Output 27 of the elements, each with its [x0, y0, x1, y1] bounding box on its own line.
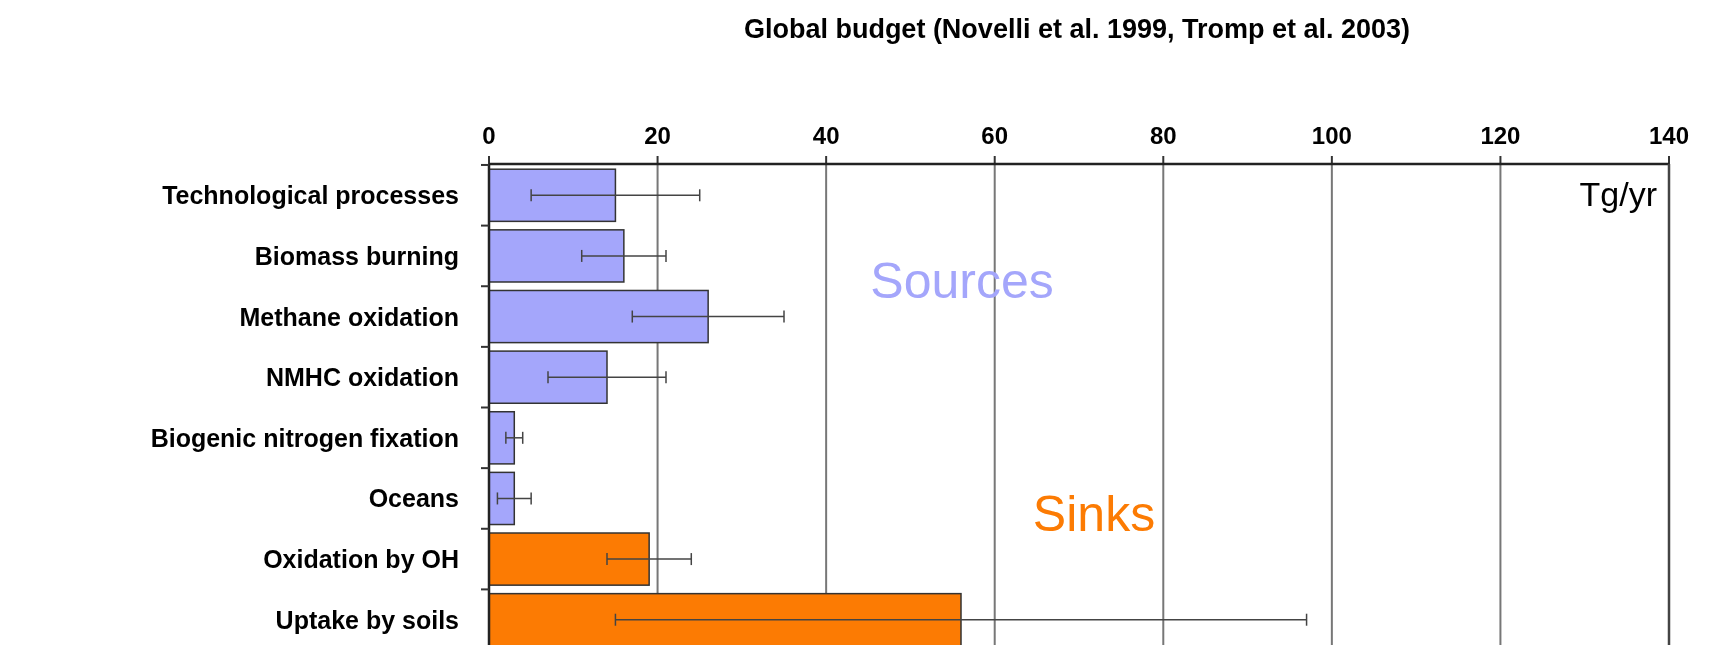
x-tick-label: 100	[1311, 122, 1352, 149]
y-tick-label: Methane oxidation	[239, 302, 459, 331]
x-tick-label: 40	[812, 122, 840, 149]
x-tick-label: 80	[1149, 122, 1177, 149]
bar	[488, 471, 516, 526]
x-tick-label: 0	[482, 122, 496, 149]
bar	[488, 289, 709, 344]
y-tick-label: Biomass burning	[254, 241, 459, 270]
bar	[488, 532, 650, 586]
bar	[488, 168, 617, 223]
x-axis-title: Tg/yr	[1579, 175, 1657, 213]
x-tick-label: 140	[1648, 122, 1690, 149]
y-tick-label: Oxidation by OH	[263, 545, 459, 574]
y-tick-label: Technological processes	[162, 181, 459, 210]
bar	[488, 229, 625, 283]
y-tick-label: NMHC oxidation	[265, 363, 459, 392]
bar	[488, 410, 516, 465]
y-tick-label: Biogenic nitrogen fixation	[150, 423, 459, 452]
series-label: Sinks	[1032, 486, 1156, 542]
bar	[488, 350, 608, 405]
y-tick-label: Uptake by soils	[275, 605, 459, 634]
x-tick-label: 120	[1480, 122, 1521, 149]
bar	[488, 592, 962, 645]
chart-title: Global budget (Novelli et al. 1999, Tromp et al. 2003)	[743, 14, 1411, 44]
y-tick-label: Oceans	[368, 484, 459, 513]
x-tick-label: 20	[644, 122, 671, 149]
x-tick-label: 60	[981, 122, 1009, 149]
